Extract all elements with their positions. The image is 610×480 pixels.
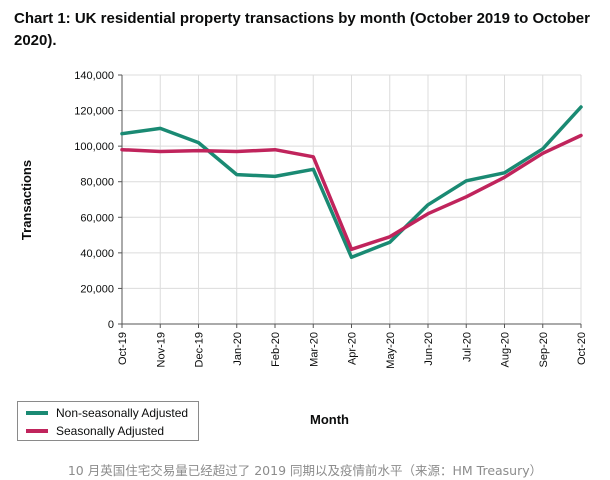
y-tick-labels: 0 20,000 40,000 60,000 80,000 100,000 120,000 1… (74, 70, 114, 331)
x-tick-label: Oct-20 (576, 332, 588, 365)
legend-label-seasonal: Seasonally Adjusted (56, 424, 165, 438)
series-line-non-seasonally-adjusted (120, 105, 583, 260)
y-tick-label: 120,000 (74, 106, 114, 118)
y-tick-label: 20,000 (80, 283, 114, 295)
legend: Non-seasonally Adjusted Seasonally Adjus… (17, 401, 199, 441)
grid-lines (121, 74, 582, 325)
legend-item-non-seasonal: Non-seasonally Adjusted (26, 405, 188, 421)
x-axis-label: Month (310, 412, 349, 427)
y-axis-label: Transactions (19, 160, 34, 240)
x-tick-label: Jan-20 (232, 332, 244, 366)
x-tick-label: Jun-20 (423, 332, 435, 366)
x-tick-label: Nov-19 (155, 332, 167, 367)
x-tick-label: Oct-19 (117, 332, 129, 365)
x-tick-label: May-20 (385, 332, 397, 369)
x-tick-label: Jul-20 (461, 332, 473, 362)
y-tick-label: 60,000 (80, 212, 114, 224)
legend-swatch-non-seasonal (26, 411, 48, 415)
y-tick-label: 80,000 (80, 177, 114, 189)
x-tick-label: Mar-20 (308, 332, 320, 367)
x-tick-label: Sep-20 (538, 332, 550, 367)
x-tick-label: Apr-20 (347, 332, 359, 365)
legend-label-non-seasonal: Non-seasonally Adjusted (56, 406, 189, 420)
series-lines (120, 105, 583, 260)
x-tick-label: Aug-20 (500, 332, 512, 367)
y-tick-label: 100,000 (74, 141, 114, 153)
x-tick-labels: Oct-19 Nov-19 Dec-19 Jan-20 Feb-20 Mar-20 Apr-… (117, 332, 588, 369)
chart-title: Chart 1: UK residential property transac… (14, 10, 590, 49)
legend-item-seasonal: Seasonally Adjusted (26, 423, 164, 439)
line-chart: 0 20,000 40,000 60,000 80,000 100,000 120,000 1… (19, 70, 588, 369)
legend-swatch-seasonal (26, 429, 48, 433)
y-tick-label: 140,000 (74, 70, 114, 82)
axes (118, 74, 582, 328)
y-tick-label: 40,000 (80, 248, 114, 260)
x-tick-label: Dec-19 (194, 332, 206, 367)
y-tick-label: 0 (108, 319, 114, 331)
x-tick-label: Feb-20 (270, 332, 282, 367)
caption: 10 月英国住宅交易量已经超过了 2019 同期以及疫情前水平（来源：HM Tr… (67, 463, 543, 478)
series-line-seasonally-adjusted (120, 133, 583, 252)
